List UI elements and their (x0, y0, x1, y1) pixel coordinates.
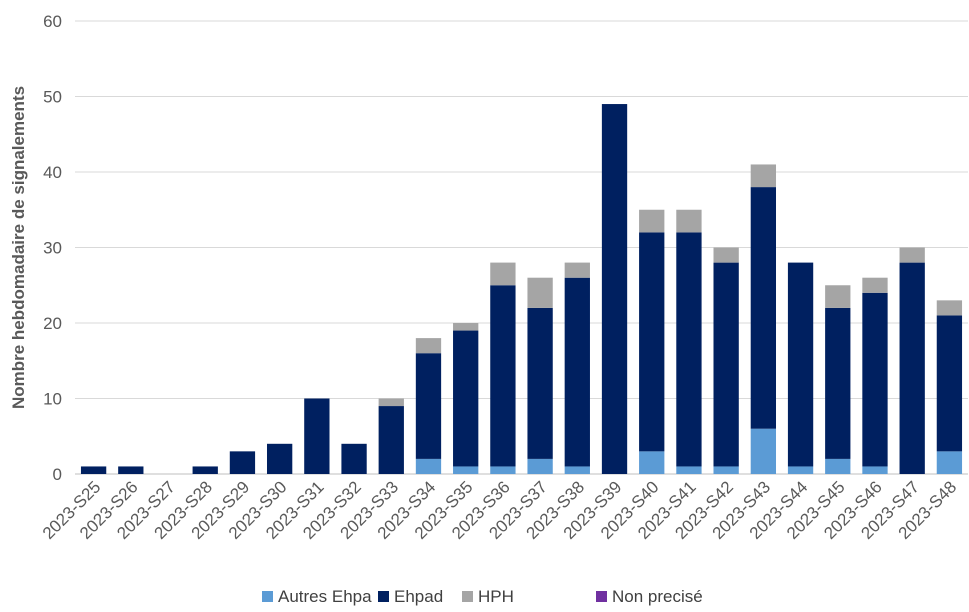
bar-segment (862, 466, 888, 474)
legend-swatch (262, 591, 273, 602)
bar-segment (639, 232, 665, 452)
legend-swatch (596, 591, 607, 602)
bars (80, 104, 963, 475)
bar-segment (415, 458, 442, 474)
x-axis-ticks: 2023-S252023-S262023-S272023-S282023-S29… (39, 477, 960, 543)
bar-segment (825, 458, 851, 474)
bar-segment (118, 466, 144, 474)
bar-segment (453, 466, 479, 474)
bar-segment (601, 104, 628, 475)
bar-segment (676, 232, 702, 467)
bar-segment (192, 466, 218, 474)
bar-segment (787, 466, 814, 474)
bar-segment (527, 277, 553, 308)
bar-segment (787, 262, 814, 467)
bar-segment (564, 277, 590, 467)
bar-segment (341, 443, 367, 474)
y-tick-label: 10 (43, 390, 62, 409)
bar-segment (936, 300, 963, 316)
y-axis-ticks: 0 10 20 30 40 50 60 (43, 12, 62, 484)
legend-swatch (378, 591, 389, 602)
y-tick-label: 40 (43, 163, 62, 182)
bar-segment (713, 262, 739, 467)
bar-segment (378, 406, 404, 474)
bar-segment (750, 164, 777, 188)
bar-segment (266, 443, 293, 474)
bar-segment (676, 209, 702, 233)
bar-segment (639, 451, 665, 474)
y-tick-label: 20 (43, 314, 62, 333)
bar-segment (229, 451, 256, 474)
bar-segment (490, 262, 516, 286)
bar-segment (713, 466, 739, 474)
bar-segment (899, 247, 925, 263)
bar-segment (564, 466, 590, 474)
legend-swatch (462, 591, 473, 602)
legend-label: Ehpad (394, 587, 443, 606)
y-tick-label: 60 (43, 12, 62, 31)
bar-segment (80, 466, 107, 474)
bar-segment (936, 315, 963, 452)
bar-segment (453, 323, 479, 331)
bar-segment (862, 277, 888, 293)
y-tick-label: 50 (43, 88, 62, 107)
legend-label: Non precisé (612, 587, 703, 606)
y-tick-label: 30 (43, 239, 62, 258)
bar-segment (415, 338, 442, 354)
legend-label: HPH (478, 587, 514, 606)
legend-label: Autres Ehpa (278, 587, 372, 606)
bar-segment (713, 247, 739, 263)
bar-segment (676, 466, 702, 474)
bar-segment (825, 307, 851, 459)
bar-segment (490, 285, 516, 467)
bar-segment (936, 451, 963, 474)
y-axis-label: Nombre hebdomadaire de signalements (9, 86, 28, 409)
bar-segment (527, 307, 553, 459)
bar-segment (378, 398, 404, 407)
bar-segment (527, 458, 553, 474)
bar-segment (304, 398, 330, 474)
gridlines (75, 20, 968, 475)
bar-segment (453, 330, 479, 467)
bar-segment (415, 353, 442, 459)
bar-segment (564, 262, 590, 278)
y-tick-label: 0 (53, 465, 62, 484)
bar-segment (750, 187, 777, 429)
bar-segment (490, 466, 516, 474)
bar-segment (825, 285, 851, 308)
bar-segment (639, 209, 665, 233)
legend: Autres Ehpa Ehpad HPH Non precisé (262, 587, 703, 606)
bar-segment (862, 292, 888, 467)
bar-segment (899, 262, 925, 474)
bar-segment (750, 428, 777, 474)
